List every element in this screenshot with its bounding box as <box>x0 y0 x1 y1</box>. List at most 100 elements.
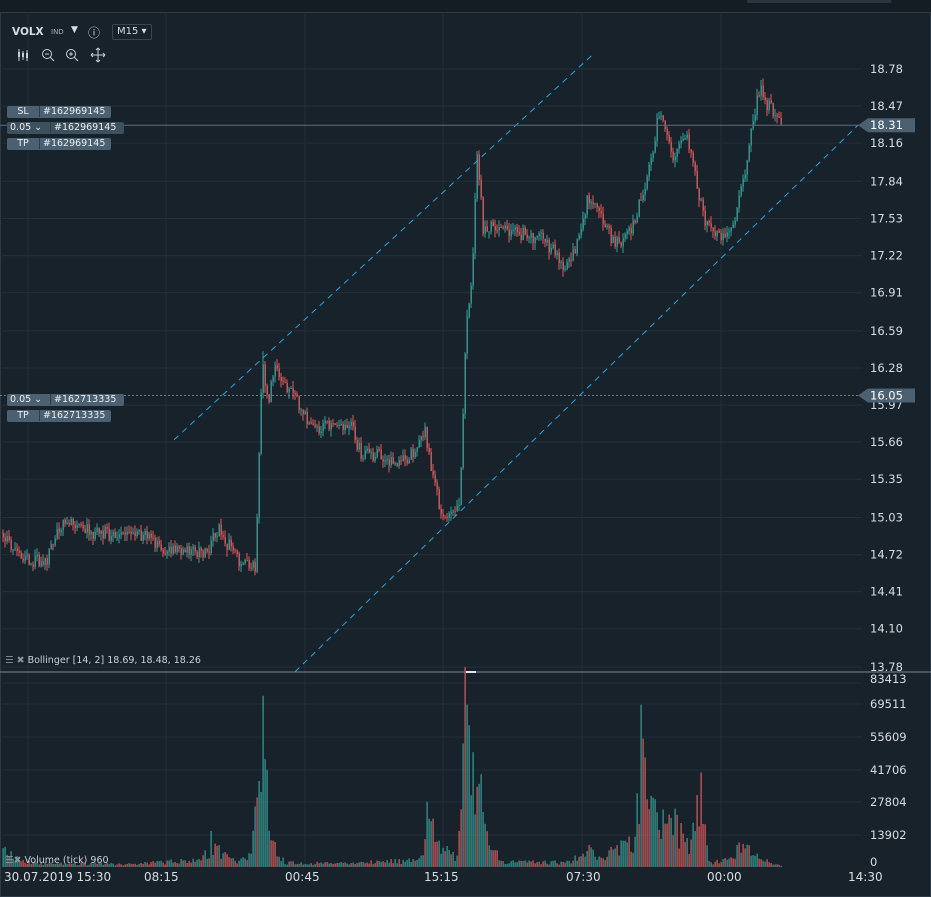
candle-body <box>58 528 60 533</box>
price-tick-label: 17.84 <box>870 174 903 188</box>
volume-bar <box>54 863 56 867</box>
volume-bar <box>704 824 706 867</box>
candle-body <box>646 176 648 189</box>
candle-body <box>756 95 758 116</box>
candle-body <box>176 546 178 553</box>
candle-body <box>546 239 548 243</box>
candle-body <box>334 423 336 425</box>
candle-body <box>172 545 174 554</box>
candle-body <box>532 233 534 244</box>
candle-body <box>412 448 414 458</box>
volume-bar <box>660 838 662 867</box>
candle-body <box>470 285 472 304</box>
tp-tag-label: TP <box>17 138 29 149</box>
volume-bar <box>724 858 726 867</box>
volume-bar <box>636 793 638 867</box>
volume-bar <box>336 862 338 867</box>
candle-body <box>574 249 576 254</box>
candle-body <box>116 537 118 539</box>
candle-body <box>298 396 300 411</box>
candle-body <box>62 519 64 531</box>
candle-body <box>162 549 164 554</box>
volume-label[interactable]: ☰✖ Volume (tick) 960 <box>5 855 109 866</box>
candle-body <box>276 365 278 369</box>
candle-body <box>604 224 606 228</box>
volume-bar <box>408 858 410 867</box>
candle-body <box>370 452 372 454</box>
volume-bar <box>632 852 634 867</box>
candle-body <box>654 141 656 153</box>
candle-body <box>270 381 272 403</box>
volume-bar <box>378 861 380 867</box>
volume-bar <box>694 830 696 867</box>
volume-bar <box>162 862 164 867</box>
sl-tag-1[interactable]: SL #162969145 <box>7 106 111 118</box>
volume-bar <box>140 863 142 867</box>
volume-bar <box>328 863 330 867</box>
candle-body <box>712 227 714 232</box>
time-tick-label: 15:15 <box>424 870 459 884</box>
volume-bar <box>194 861 196 867</box>
time-tick-label: 07:30 <box>566 870 601 884</box>
volume-bar <box>502 860 504 867</box>
crosshair-icon[interactable] <box>90 47 106 63</box>
volume-bar <box>748 845 750 867</box>
candle-body <box>348 425 350 429</box>
volume-bar <box>456 855 458 867</box>
volume-bar <box>544 860 546 867</box>
zoom-out-icon[interactable] <box>40 47 56 63</box>
volume-tick-label: 69511 <box>870 697 907 711</box>
price-tick-label: 16.28 <box>870 361 903 375</box>
volume-bar <box>216 845 218 867</box>
candle-body <box>762 85 764 98</box>
volume-bar <box>524 860 526 867</box>
candle-body <box>510 230 512 237</box>
candle-body <box>450 511 452 514</box>
candle-body <box>514 227 516 230</box>
info-icon[interactable]: ⓘ <box>88 26 101 40</box>
candle-body <box>522 227 524 240</box>
volume-bar <box>386 860 388 867</box>
volume-bar <box>548 864 550 867</box>
volume-bar <box>92 863 94 867</box>
timeframe-select[interactable]: M15 ▾ <box>112 24 152 40</box>
volume-bar <box>754 855 756 867</box>
candle-body <box>200 547 202 551</box>
volume-bar <box>184 860 186 867</box>
symbol-label[interactable]: VOLX <box>12 26 44 38</box>
candle-body <box>254 561 256 572</box>
volume-bar <box>600 857 602 867</box>
volume-bar <box>352 862 354 867</box>
candle-body <box>164 553 166 555</box>
candle-body <box>358 442 360 450</box>
volume-bar <box>574 855 576 867</box>
candle-body <box>752 120 754 129</box>
bollinger-label[interactable]: ☰ ✖ Bollinger [14, 2] 18.69, 18.48, 18.2… <box>5 655 201 666</box>
candles-icon[interactable] <box>16 47 32 63</box>
tp-tag-2[interactable]: TP #162713335 <box>7 410 111 422</box>
tp-tag-1[interactable]: TP #162969145 <box>7 138 111 150</box>
volume-bar <box>66 864 68 867</box>
volume-bar <box>666 823 668 867</box>
lot-tag-2[interactable]: 0.05 ⌄ #162713335 <box>7 394 124 406</box>
volume-bar <box>146 862 148 867</box>
volume-bar <box>276 856 278 867</box>
volume-bar <box>468 725 470 867</box>
volume-bar <box>634 836 636 867</box>
volume-bar <box>272 840 274 867</box>
volume-bar <box>342 862 344 867</box>
volume-bar <box>520 860 522 867</box>
candle-body <box>248 560 250 568</box>
zoom-in-icon[interactable] <box>64 47 80 63</box>
candle-body <box>222 535 224 537</box>
volume-bar <box>132 863 134 867</box>
volume-bar <box>650 795 652 867</box>
candle-body <box>250 567 252 569</box>
candle-body <box>148 533 150 539</box>
candle-body <box>754 115 756 121</box>
candle-body <box>392 457 394 465</box>
volume-bar <box>714 861 716 867</box>
symbol-dropdown-icon[interactable]: ▼ <box>71 25 78 35</box>
lot-tag-1[interactable]: 0.05 ⌄ #162969145 <box>7 122 124 134</box>
